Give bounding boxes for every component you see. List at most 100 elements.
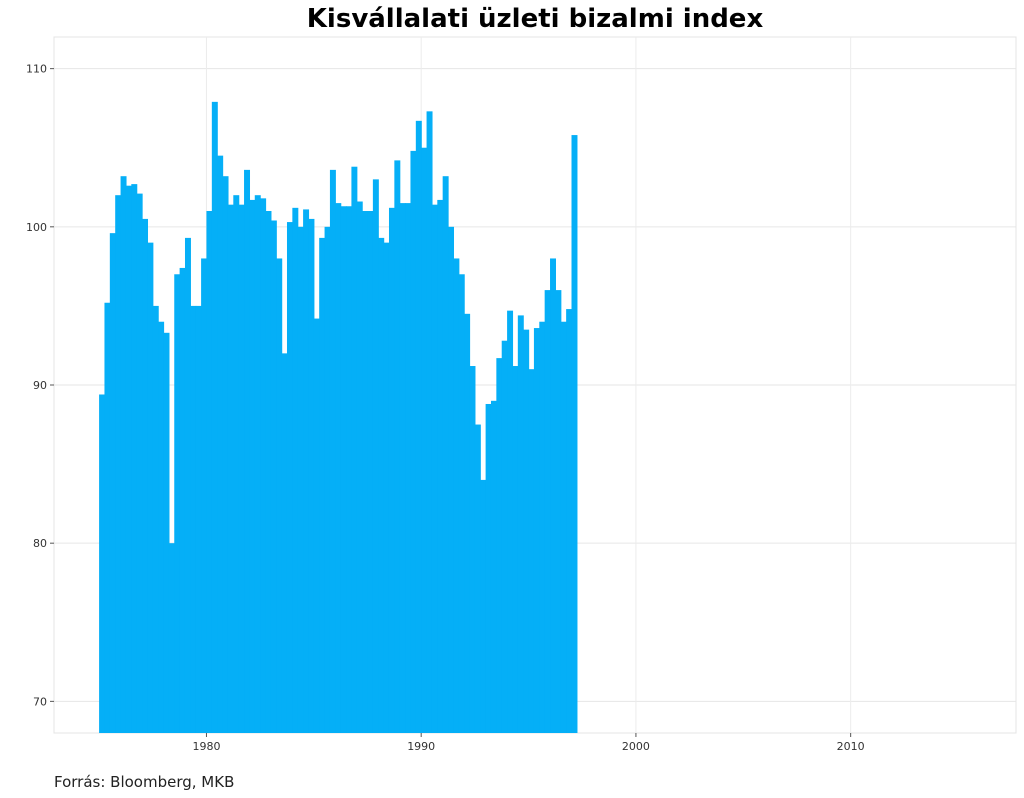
bar [346, 206, 353, 734]
bar [249, 199, 256, 734]
bar [351, 166, 358, 733]
bar [184, 237, 191, 733]
bar [507, 310, 514, 733]
bar [292, 207, 299, 733]
bar [233, 195, 240, 733]
bar [335, 203, 342, 733]
bar [410, 150, 417, 733]
bar [388, 207, 395, 733]
bar [179, 267, 186, 733]
bar [270, 220, 277, 733]
bar [324, 226, 331, 733]
bar [555, 290, 562, 733]
bar [490, 400, 497, 733]
bar [265, 211, 272, 733]
bar [163, 332, 170, 733]
bar [566, 309, 573, 733]
x-tick-label: 1990 [407, 740, 435, 753]
y-tick-label: 80 [33, 537, 47, 550]
x-tick-label: 2000 [622, 740, 650, 753]
bar [571, 135, 578, 733]
bar [512, 366, 519, 733]
bar [158, 321, 165, 733]
bar [104, 302, 111, 733]
bar [458, 274, 465, 733]
bar [437, 199, 444, 734]
bar [448, 226, 455, 733]
bar [174, 274, 181, 733]
bar [109, 233, 116, 734]
bar [319, 237, 326, 733]
y-tick-label: 110 [26, 63, 47, 76]
bar [254, 195, 261, 733]
bar [244, 169, 251, 733]
bar [211, 101, 218, 733]
bar [367, 211, 374, 733]
y-tick-label: 100 [26, 221, 47, 234]
axis-ticks: 70 80 90 100 110 1980 1990 2000 2010 [26, 63, 865, 753]
bar [405, 203, 412, 733]
bar [539, 321, 546, 733]
bar [222, 176, 229, 733]
bar [147, 242, 154, 734]
bar [485, 403, 492, 733]
bar [115, 195, 122, 733]
bar [195, 305, 202, 733]
bar [383, 242, 390, 734]
bar [480, 479, 487, 733]
bar [496, 358, 503, 733]
bar [120, 176, 127, 733]
bars [99, 101, 578, 734]
bar [131, 184, 138, 734]
bar [474, 424, 481, 733]
bar [356, 201, 363, 733]
bar [453, 258, 460, 733]
bar [281, 353, 288, 733]
bar [308, 218, 315, 734]
x-tick-label: 2010 [837, 740, 865, 753]
bar [464, 313, 471, 733]
bar [469, 366, 476, 733]
bar [99, 394, 106, 733]
bar [168, 543, 175, 733]
bar [372, 179, 379, 733]
bar [523, 329, 530, 733]
bar [152, 305, 159, 733]
bar [260, 198, 267, 733]
chart-title: Kisvállalati üzleti bizalmi index [306, 4, 764, 34]
bar [206, 211, 213, 733]
bar [297, 226, 304, 733]
bar [560, 321, 567, 733]
bar [528, 369, 535, 733]
bar [190, 305, 197, 733]
bar [399, 203, 406, 733]
bar [501, 340, 508, 733]
bar [394, 160, 401, 733]
bar [329, 169, 336, 733]
bar [550, 258, 556, 733]
bar [340, 206, 347, 734]
bar [276, 258, 283, 733]
bar [415, 120, 422, 733]
y-tick-label: 90 [33, 379, 47, 392]
bar [421, 147, 428, 733]
bar [217, 155, 224, 734]
bar [303, 209, 310, 733]
bar [533, 328, 540, 733]
bar [201, 258, 208, 733]
bar [442, 176, 449, 733]
bar [362, 211, 369, 733]
bar [286, 222, 293, 733]
bar [142, 218, 149, 734]
bar [125, 185, 132, 733]
bar [517, 315, 524, 733]
source-note: Forrás: Bloomberg, MKB [54, 773, 235, 791]
bar [136, 193, 143, 734]
bar [313, 318, 320, 733]
bar [227, 204, 234, 733]
y-tick-label: 70 [33, 695, 47, 708]
bar [544, 290, 551, 733]
bar [426, 111, 433, 733]
x-tick-label: 1980 [192, 740, 220, 753]
